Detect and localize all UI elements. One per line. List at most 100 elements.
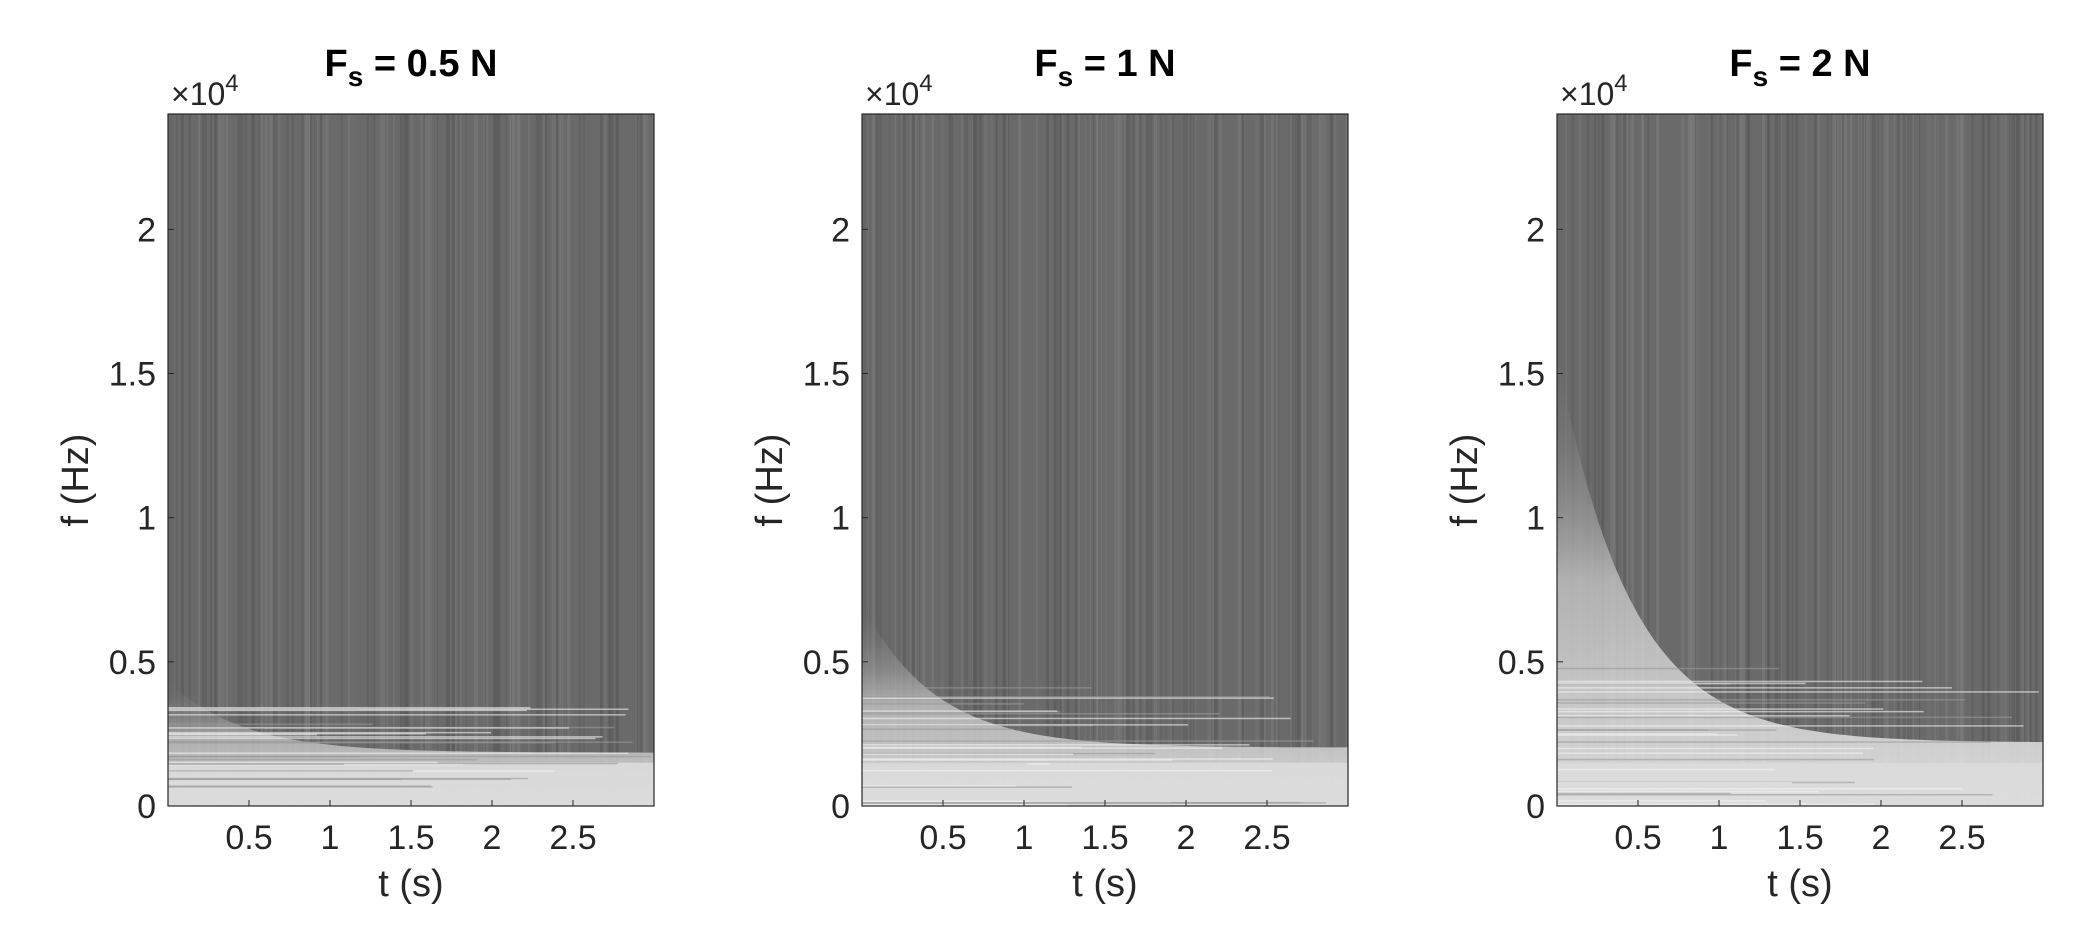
spectrogram-streak bbox=[474, 114, 478, 806]
spectrogram-streak bbox=[1934, 114, 1937, 806]
spectrogram-streak bbox=[1739, 114, 1743, 806]
spectrogram-streak bbox=[2009, 114, 2013, 806]
harmonic-line bbox=[168, 763, 344, 765]
spectrogram-streak bbox=[1148, 114, 1152, 806]
x-tick-label: 0.5 bbox=[225, 819, 272, 857]
spectrogram-streak bbox=[2027, 114, 2031, 806]
spectrogram-streak bbox=[2021, 114, 2024, 806]
spectrogram-streak bbox=[428, 114, 432, 806]
spectrogram-streak bbox=[507, 114, 512, 806]
spectrogram-streak bbox=[1690, 114, 1695, 806]
harmonic-line bbox=[862, 711, 1061, 713]
spectrogram-streak bbox=[509, 114, 512, 806]
spectrogram-streak bbox=[1609, 114, 1613, 806]
spectrogram-streak bbox=[558, 114, 562, 806]
spectrogram-streak bbox=[1046, 114, 1049, 806]
harmonic-line bbox=[862, 759, 1173, 761]
y-tick-label: 0.5 bbox=[803, 644, 850, 682]
spectrogram-streak bbox=[1333, 114, 1337, 806]
spectrogram-streak bbox=[450, 114, 452, 806]
spectrogram-streak bbox=[1114, 114, 1115, 806]
spectrogram-streak bbox=[306, 114, 310, 806]
spectrogram-streak bbox=[1062, 114, 1064, 806]
harmonic-line bbox=[168, 733, 317, 736]
spectrogram-streak bbox=[1296, 114, 1300, 806]
x-axis-label: t (s) bbox=[1072, 863, 1137, 905]
spectrogram-streak bbox=[2035, 114, 2038, 806]
spectrogram-streak bbox=[237, 114, 240, 806]
spectrogram-streak bbox=[1983, 114, 1986, 806]
spectrogram-streak bbox=[1907, 114, 1910, 806]
x-tick-label: 0.5 bbox=[919, 819, 966, 857]
spectrogram-streak bbox=[991, 114, 994, 806]
spectrogram-streak bbox=[260, 114, 263, 806]
spectrogram-streak bbox=[1837, 114, 1840, 806]
harmonic-line bbox=[168, 733, 426, 735]
spectrogram-streak bbox=[405, 114, 408, 806]
spectrogram-streak bbox=[1641, 114, 1644, 806]
spectrogram-streak bbox=[1632, 114, 1635, 806]
spectrogram-streak bbox=[276, 114, 279, 806]
spectrogram-streak bbox=[1135, 114, 1139, 806]
harmonic-line bbox=[862, 744, 1250, 746]
spectrogram-streak bbox=[466, 114, 469, 806]
spectrogram-streak bbox=[984, 114, 987, 806]
harmonic-line bbox=[1557, 667, 1779, 670]
spectrogram-streak bbox=[868, 114, 870, 806]
spectrogram-streak bbox=[1291, 114, 1292, 806]
x-tick-label: 2 bbox=[1177, 819, 1196, 857]
harmonic-line bbox=[1557, 708, 1884, 710]
spectrogram-streak bbox=[428, 114, 430, 806]
spectrogram-streak bbox=[1959, 114, 1964, 806]
spectrogram-streak bbox=[610, 114, 614, 806]
spectrogram-streak bbox=[1290, 114, 1292, 806]
spectrogram-streak bbox=[1926, 114, 1929, 806]
spectrogram-streak bbox=[1866, 114, 1870, 806]
spectrogram-streak bbox=[1945, 114, 1948, 806]
y-exponent-label: ×104 bbox=[171, 70, 239, 112]
harmonic-line bbox=[1557, 687, 1952, 689]
spectrogram-streak bbox=[1018, 114, 1020, 806]
spectrogram-streak bbox=[393, 114, 395, 806]
spectrogram-streak bbox=[1059, 114, 1062, 806]
spectrogram-streak bbox=[1318, 114, 1321, 806]
spectrogram-streak bbox=[878, 114, 882, 806]
spectrogram-streak bbox=[1597, 114, 1601, 806]
spectrogram-streak bbox=[505, 114, 509, 806]
spectrogram-streak bbox=[459, 114, 462, 806]
spectrogram-streak bbox=[863, 114, 866, 806]
spectrogram-streak bbox=[310, 114, 313, 806]
panel-2: 0.5 1 1.5 2 2.5 0 0.5 1 1.5 2 ×104 t (s) f (Hz) Fs = … bbox=[749, 43, 1349, 905]
harmonic-line bbox=[168, 723, 373, 726]
spectrogram-streak bbox=[379, 114, 384, 806]
spectrogram-streak bbox=[975, 114, 978, 806]
spectrogram-streak bbox=[508, 114, 510, 806]
spectrogram-streak bbox=[1320, 114, 1322, 806]
spectrogram-streak bbox=[535, 114, 540, 806]
spectrogram-streak bbox=[872, 114, 875, 806]
x-tick-label: 2.5 bbox=[549, 819, 596, 857]
spectrogram-streak bbox=[1271, 114, 1274, 806]
harmonic-line bbox=[1557, 691, 2039, 693]
spectrogram-streak bbox=[1189, 114, 1192, 806]
spectrogram-streak bbox=[1883, 114, 1887, 806]
spectrogram-streak bbox=[1937, 114, 1939, 806]
spectrogram-streak bbox=[455, 114, 459, 806]
harmonic-line bbox=[862, 753, 1074, 756]
spectrogram-streak bbox=[451, 114, 456, 806]
spectrogram-streak bbox=[1858, 114, 1859, 806]
spectrogram-streak bbox=[1792, 114, 1794, 806]
harmonic-line bbox=[862, 804, 1068, 806]
harmonic-line bbox=[168, 770, 413, 772]
spectrogram-streak bbox=[303, 114, 306, 806]
spectrogram-streak bbox=[1321, 114, 1325, 806]
y-tick-label: 2 bbox=[137, 211, 156, 249]
spectrogram-streak bbox=[1786, 114, 1788, 806]
harmonic-line bbox=[862, 769, 1273, 772]
spectrogram-streak bbox=[512, 114, 516, 806]
spectrogram-streak bbox=[1611, 114, 1614, 806]
spectrogram-streak bbox=[1158, 114, 1160, 806]
spectrogram-streak bbox=[1212, 114, 1215, 806]
spectrogram-streak bbox=[961, 114, 963, 806]
spectrogram-streak bbox=[1207, 114, 1211, 806]
